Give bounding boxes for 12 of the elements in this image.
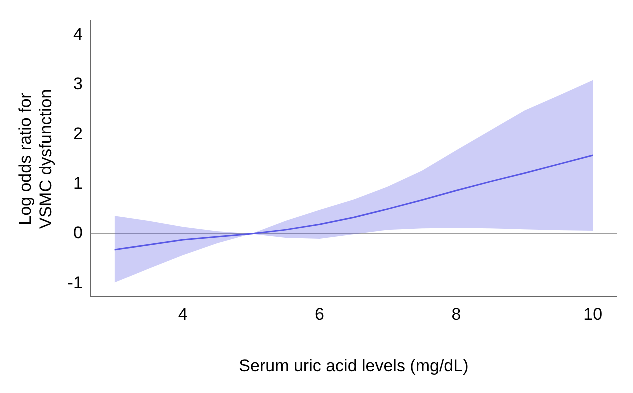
x-tick-label: 8 — [452, 305, 462, 324]
x-axis-title: Serum uric acid levels (mg/dL) — [239, 356, 469, 376]
y-tick-label: 2 — [73, 124, 83, 144]
y-tick-label: 1 — [73, 174, 83, 193]
y-tick-label: 3 — [73, 74, 83, 94]
y-axis-title: Log odds ratio for VSMC dysfunction — [16, 89, 56, 230]
y-tick-label: 4 — [73, 24, 83, 44]
y-tick-label: -1 — [68, 273, 83, 292]
x-tick-label: 4 — [178, 305, 188, 324]
y-tick-label: 0 — [73, 224, 83, 243]
x-tick-label: 6 — [315, 305, 325, 324]
x-tick-label: 10 — [584, 305, 603, 324]
